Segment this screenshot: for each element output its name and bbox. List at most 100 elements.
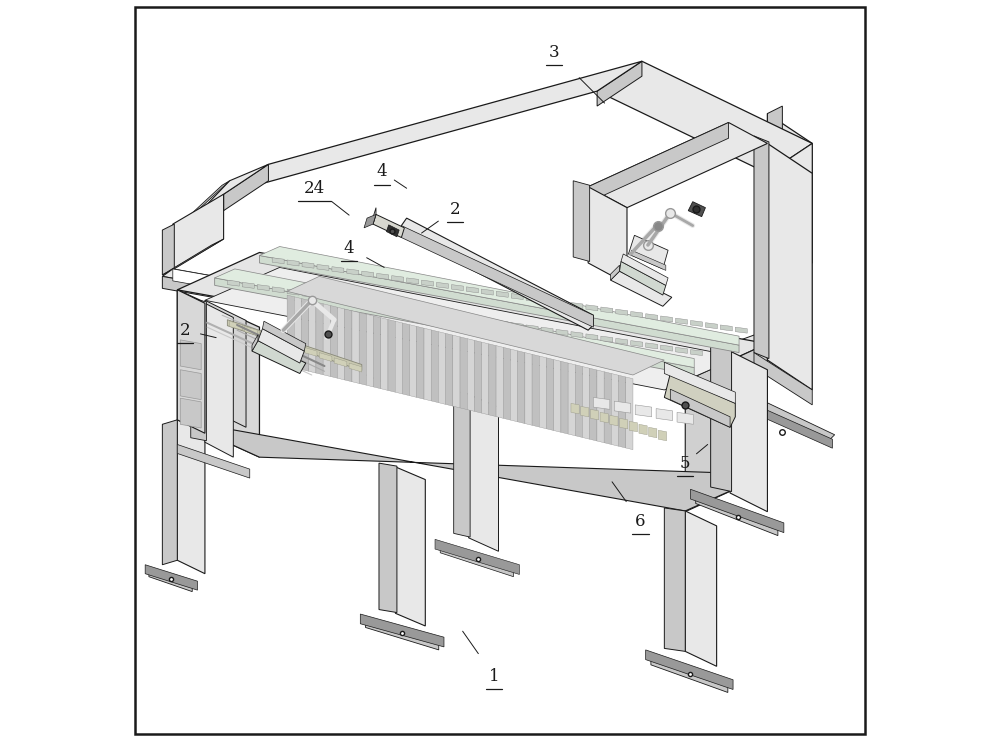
Polygon shape xyxy=(730,394,832,448)
Polygon shape xyxy=(395,467,425,626)
Polygon shape xyxy=(767,114,812,248)
Polygon shape xyxy=(556,329,568,335)
Polygon shape xyxy=(259,332,272,341)
Polygon shape xyxy=(539,356,547,429)
Polygon shape xyxy=(503,347,510,420)
Polygon shape xyxy=(319,353,332,362)
Polygon shape xyxy=(180,370,201,400)
Polygon shape xyxy=(526,325,538,331)
Polygon shape xyxy=(556,300,568,306)
Polygon shape xyxy=(180,181,230,224)
Polygon shape xyxy=(597,61,642,106)
Polygon shape xyxy=(302,299,309,371)
Polygon shape xyxy=(573,181,590,261)
Polygon shape xyxy=(610,415,618,426)
Polygon shape xyxy=(616,338,628,344)
Polygon shape xyxy=(635,405,652,417)
Polygon shape xyxy=(345,309,352,382)
Polygon shape xyxy=(474,341,482,413)
Polygon shape xyxy=(245,326,257,335)
Polygon shape xyxy=(349,363,362,372)
Polygon shape xyxy=(401,218,593,330)
Polygon shape xyxy=(437,282,448,288)
Polygon shape xyxy=(664,508,685,651)
Polygon shape xyxy=(287,276,664,375)
Polygon shape xyxy=(496,291,508,297)
Polygon shape xyxy=(696,495,778,536)
Polygon shape xyxy=(309,300,316,373)
Polygon shape xyxy=(431,330,438,403)
Polygon shape xyxy=(651,656,728,692)
Polygon shape xyxy=(628,235,668,269)
Polygon shape xyxy=(338,307,345,380)
Polygon shape xyxy=(588,187,627,284)
Polygon shape xyxy=(575,365,583,438)
Polygon shape xyxy=(571,332,583,338)
Polygon shape xyxy=(407,278,419,284)
Polygon shape xyxy=(620,418,628,429)
Polygon shape xyxy=(767,143,812,390)
Polygon shape xyxy=(518,351,525,424)
Polygon shape xyxy=(332,296,344,302)
Text: 3: 3 xyxy=(548,44,559,61)
Polygon shape xyxy=(690,320,702,326)
Polygon shape xyxy=(688,202,705,217)
Polygon shape xyxy=(173,194,224,269)
Polygon shape xyxy=(205,300,246,427)
Polygon shape xyxy=(626,377,633,450)
Text: 4: 4 xyxy=(377,164,387,180)
Polygon shape xyxy=(177,420,767,511)
Polygon shape xyxy=(656,409,673,421)
Polygon shape xyxy=(568,363,575,436)
Polygon shape xyxy=(586,305,598,311)
Polygon shape xyxy=(252,341,306,374)
Polygon shape xyxy=(676,318,687,324)
Polygon shape xyxy=(332,267,344,273)
Polygon shape xyxy=(489,344,496,417)
Polygon shape xyxy=(302,262,314,268)
Polygon shape xyxy=(177,420,205,574)
Polygon shape xyxy=(620,261,666,295)
Polygon shape xyxy=(705,323,717,329)
Polygon shape xyxy=(629,421,637,432)
Polygon shape xyxy=(224,61,642,194)
Polygon shape xyxy=(646,343,658,349)
Polygon shape xyxy=(388,320,395,392)
Polygon shape xyxy=(304,347,317,356)
Polygon shape xyxy=(257,285,269,291)
Polygon shape xyxy=(379,463,397,613)
Polygon shape xyxy=(162,420,177,565)
Polygon shape xyxy=(360,614,444,647)
Polygon shape xyxy=(417,326,424,399)
Polygon shape xyxy=(230,321,242,330)
Text: 1: 1 xyxy=(489,668,499,684)
Polygon shape xyxy=(614,401,631,413)
Polygon shape xyxy=(685,511,717,666)
Polygon shape xyxy=(173,269,685,372)
Polygon shape xyxy=(177,444,250,478)
Polygon shape xyxy=(738,392,835,442)
Polygon shape xyxy=(162,224,174,275)
Polygon shape xyxy=(373,214,404,238)
Polygon shape xyxy=(571,403,579,414)
Polygon shape xyxy=(352,311,359,383)
Polygon shape xyxy=(287,289,299,295)
Polygon shape xyxy=(242,282,254,288)
Polygon shape xyxy=(366,314,374,387)
Polygon shape xyxy=(215,269,694,368)
Polygon shape xyxy=(437,311,448,317)
Polygon shape xyxy=(162,276,675,379)
Polygon shape xyxy=(597,61,812,173)
Polygon shape xyxy=(469,394,499,551)
Polygon shape xyxy=(611,271,672,306)
Polygon shape xyxy=(677,412,693,424)
Polygon shape xyxy=(554,359,561,433)
Polygon shape xyxy=(720,325,732,331)
Polygon shape xyxy=(252,335,258,351)
Polygon shape xyxy=(601,307,613,313)
Text: 2: 2 xyxy=(450,201,460,217)
Polygon shape xyxy=(601,336,613,342)
Polygon shape xyxy=(690,489,784,533)
Polygon shape xyxy=(547,358,554,430)
Polygon shape xyxy=(274,337,287,346)
